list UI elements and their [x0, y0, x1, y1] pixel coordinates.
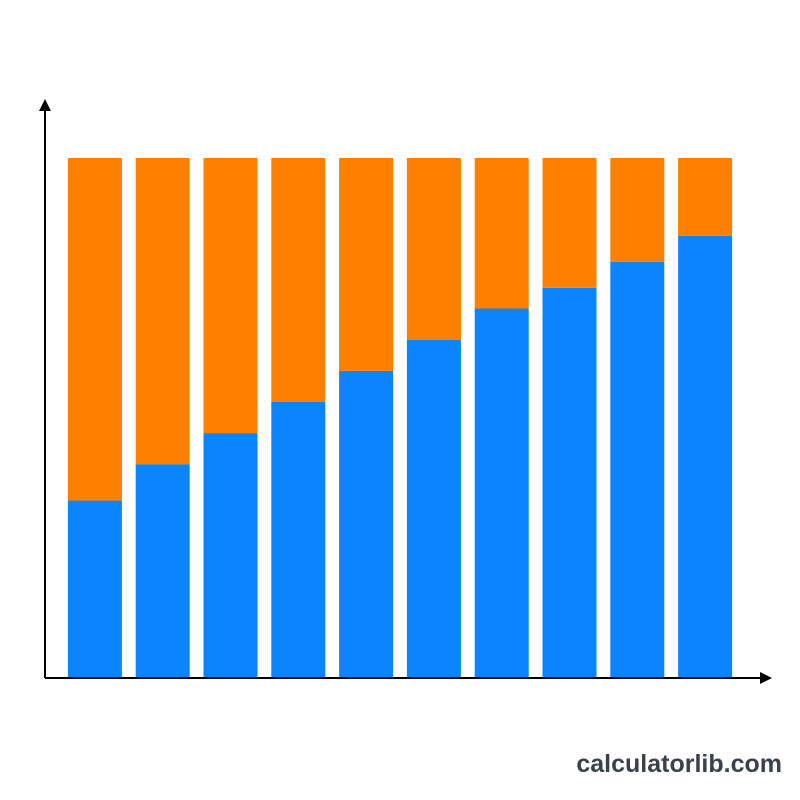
bar-segment	[339, 158, 394, 371]
watermark: calculatorlib.com	[576, 750, 782, 778]
bar-segment	[67, 158, 122, 501]
bar-segment	[610, 158, 665, 262]
bar-segment	[271, 401, 326, 677]
bar-segment	[474, 158, 529, 309]
bar-segment	[339, 370, 394, 677]
y-axis-arrow	[39, 99, 51, 111]
bar-segment	[203, 158, 258, 434]
bar-segment	[678, 235, 733, 677]
bar-segment	[542, 287, 597, 677]
bar-segment	[474, 308, 529, 677]
bar-segment	[406, 339, 461, 677]
bar-segment	[678, 158, 733, 236]
bar-segment	[271, 158, 326, 402]
bar-segment	[135, 158, 190, 465]
bar-segment	[67, 500, 122, 677]
bar-segment	[203, 433, 258, 677]
bar-segment	[542, 158, 597, 288]
bar-segment	[406, 158, 461, 340]
x-axis-arrow	[760, 672, 772, 684]
bar-segment	[135, 464, 190, 677]
bar-segment	[610, 261, 665, 677]
